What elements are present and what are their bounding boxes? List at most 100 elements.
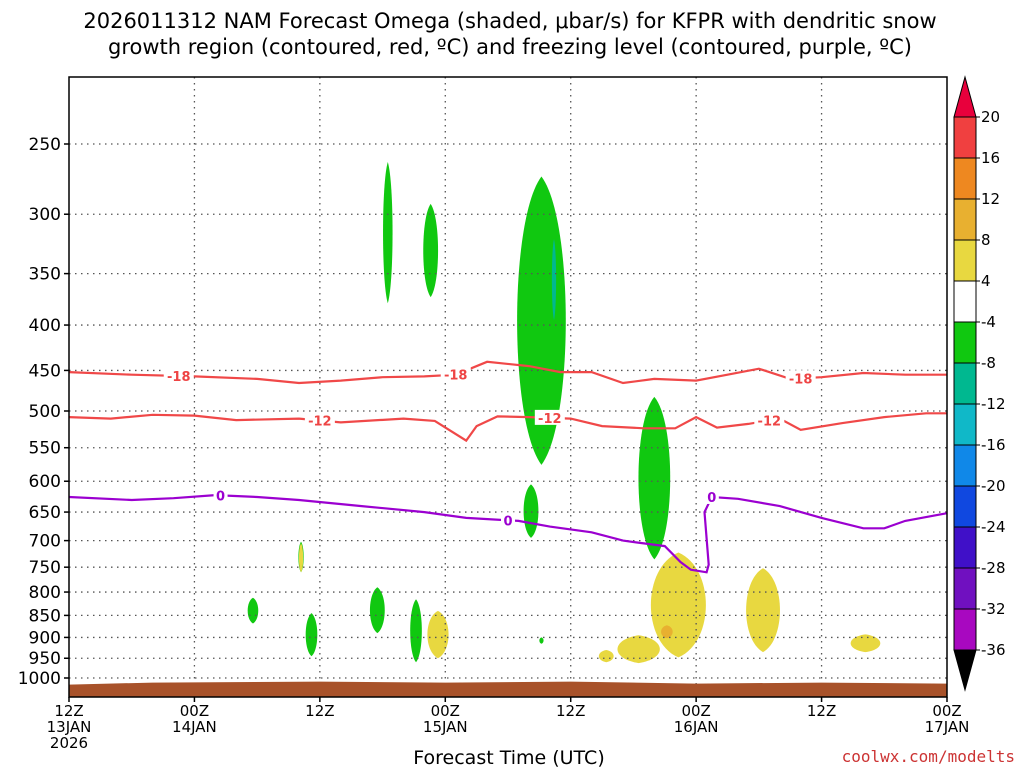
title-line-1: 2026011312 NAM Forecast Omega (shaded, μ… bbox=[83, 9, 936, 33]
x-tick-label: 15JAN bbox=[423, 718, 468, 736]
omega-area-8 bbox=[305, 613, 318, 657]
dgz-contour-label: -18 bbox=[167, 370, 191, 385]
colorbar-box bbox=[953, 567, 977, 610]
x-tick-label: 13JAN bbox=[47, 718, 92, 736]
y-tick-label: 250 bbox=[29, 135, 61, 155]
y-tick-label: 1000 bbox=[18, 669, 61, 689]
dgz-contour-label: -18 bbox=[789, 372, 813, 387]
x-tick-label: 12Z bbox=[556, 702, 585, 720]
omega-area-11 bbox=[539, 637, 544, 644]
dgz-contour-label: -12 bbox=[758, 414, 782, 429]
colorbar-box bbox=[953, 198, 977, 241]
dgz-label-bg bbox=[440, 366, 471, 382]
omega-area-3 bbox=[551, 239, 557, 321]
x-tick-label: 00Z bbox=[180, 702, 209, 720]
omega-area-9 bbox=[369, 587, 385, 634]
colorbar-box bbox=[953, 116, 977, 159]
colorbar-bottom-arrow bbox=[953, 649, 977, 692]
x-tick-label: 00Z bbox=[932, 702, 961, 720]
y-axis: 2503003504004505005506006507007508008509… bbox=[18, 135, 69, 689]
omega-area-1 bbox=[423, 203, 439, 298]
dgz-contour-label: -18 bbox=[444, 369, 468, 384]
colorbar-box bbox=[953, 239, 977, 282]
colorbar-box bbox=[953, 403, 977, 446]
omega-area-15 bbox=[617, 635, 660, 664]
colorbar-label: -28 bbox=[981, 559, 1006, 577]
colorbar-label: 16 bbox=[981, 149, 1000, 167]
x-tick-label: 12Z bbox=[305, 702, 334, 720]
x-tick-label: 14JAN bbox=[172, 718, 217, 736]
x-axis-label: Forecast Time (UTC) bbox=[413, 747, 604, 768]
omega-area-14 bbox=[650, 552, 706, 658]
y-tick-label: 700 bbox=[29, 532, 61, 552]
freezing-level-contour bbox=[68, 493, 948, 574]
omega-area-7 bbox=[247, 597, 259, 624]
y-tick-label: 450 bbox=[29, 361, 61, 381]
omega-area-10 bbox=[410, 599, 422, 663]
freezing-label-bg bbox=[704, 488, 719, 504]
dgz-label-bg bbox=[163, 367, 194, 383]
omega-area-13 bbox=[427, 610, 449, 659]
grid bbox=[69, 77, 947, 697]
y-tick-label: 900 bbox=[29, 628, 61, 648]
x-tick-label: 00Z bbox=[681, 702, 710, 720]
colorbar-label: 12 bbox=[981, 190, 1000, 208]
title-line-2: growth region (contoured, red, ºC) and f… bbox=[108, 35, 912, 59]
dgz-label-bg bbox=[785, 370, 816, 386]
omega-area-19 bbox=[661, 625, 673, 639]
x-tick-label: 2026 bbox=[50, 734, 88, 752]
colorbar-box bbox=[953, 157, 977, 200]
chart-title: 2026011312 NAM Forecast Omega (shaded, μ… bbox=[83, 9, 936, 59]
omega-area-16 bbox=[746, 568, 780, 653]
y-tick-label: 600 bbox=[29, 472, 61, 492]
colorbar-label: 4 bbox=[981, 272, 991, 290]
surface-terrain bbox=[69, 681, 947, 697]
y-tick-label: 850 bbox=[29, 606, 61, 626]
freezing-level-label: 0 bbox=[216, 489, 225, 504]
credit-text: coolwx.com/modelts bbox=[842, 747, 1015, 766]
dgz-contour--12 bbox=[68, 412, 947, 443]
freezing-level-label: 0 bbox=[503, 514, 512, 529]
freezing-label-bg bbox=[213, 487, 228, 503]
omega-area-5 bbox=[523, 484, 539, 538]
x-tick-label: 16JAN bbox=[674, 718, 719, 736]
x-tick-label: 12Z bbox=[54, 702, 83, 720]
colorbar-box bbox=[953, 608, 977, 651]
colorbar-label: 20 bbox=[981, 108, 1000, 126]
colorbar-label: -24 bbox=[981, 518, 1006, 536]
dgz-label-bg bbox=[304, 412, 335, 428]
colorbar-box bbox=[953, 321, 977, 364]
dgz-label-bg bbox=[754, 412, 785, 428]
freezing-label-bg bbox=[501, 512, 515, 528]
x-tick-label: 17JAN bbox=[925, 718, 970, 736]
x-tick-label: 00Z bbox=[431, 702, 460, 720]
colorbar-label: -16 bbox=[981, 436, 1006, 454]
x-tick-label: 12Z bbox=[807, 702, 836, 720]
colorbar-box bbox=[953, 280, 977, 323]
y-tick-label: 500 bbox=[29, 402, 61, 422]
y-tick-label: 750 bbox=[29, 558, 61, 578]
colorbar-label: -20 bbox=[981, 477, 1006, 495]
colorbar-label: -36 bbox=[981, 641, 1006, 659]
omega-area-17 bbox=[598, 650, 614, 663]
dgz-label-bg bbox=[534, 409, 565, 425]
omega-area-4 bbox=[638, 396, 671, 560]
colorbar-label: -32 bbox=[981, 600, 1006, 618]
colorbar-label: -8 bbox=[981, 354, 996, 372]
colorbar-label: -12 bbox=[981, 395, 1006, 413]
colorbar-box bbox=[953, 444, 977, 487]
y-tick-label: 650 bbox=[29, 503, 61, 523]
omega-area-0 bbox=[383, 162, 393, 304]
y-tick-label: 300 bbox=[29, 205, 61, 225]
colorbar-label: -4 bbox=[981, 313, 996, 331]
y-tick-label: 350 bbox=[29, 265, 61, 285]
colorbar-box bbox=[953, 485, 977, 528]
colorbar-label: 8 bbox=[981, 231, 991, 249]
colorbar-top-arrow bbox=[953, 75, 977, 118]
colorbar: 20 16 12 8 4 -4 -8 -12 -16 -20 -24 -28 -32 -36 bbox=[953, 75, 1006, 692]
y-tick-label: 550 bbox=[29, 439, 61, 459]
colorbar-box bbox=[953, 362, 977, 405]
plot-frame bbox=[68, 76, 948, 698]
